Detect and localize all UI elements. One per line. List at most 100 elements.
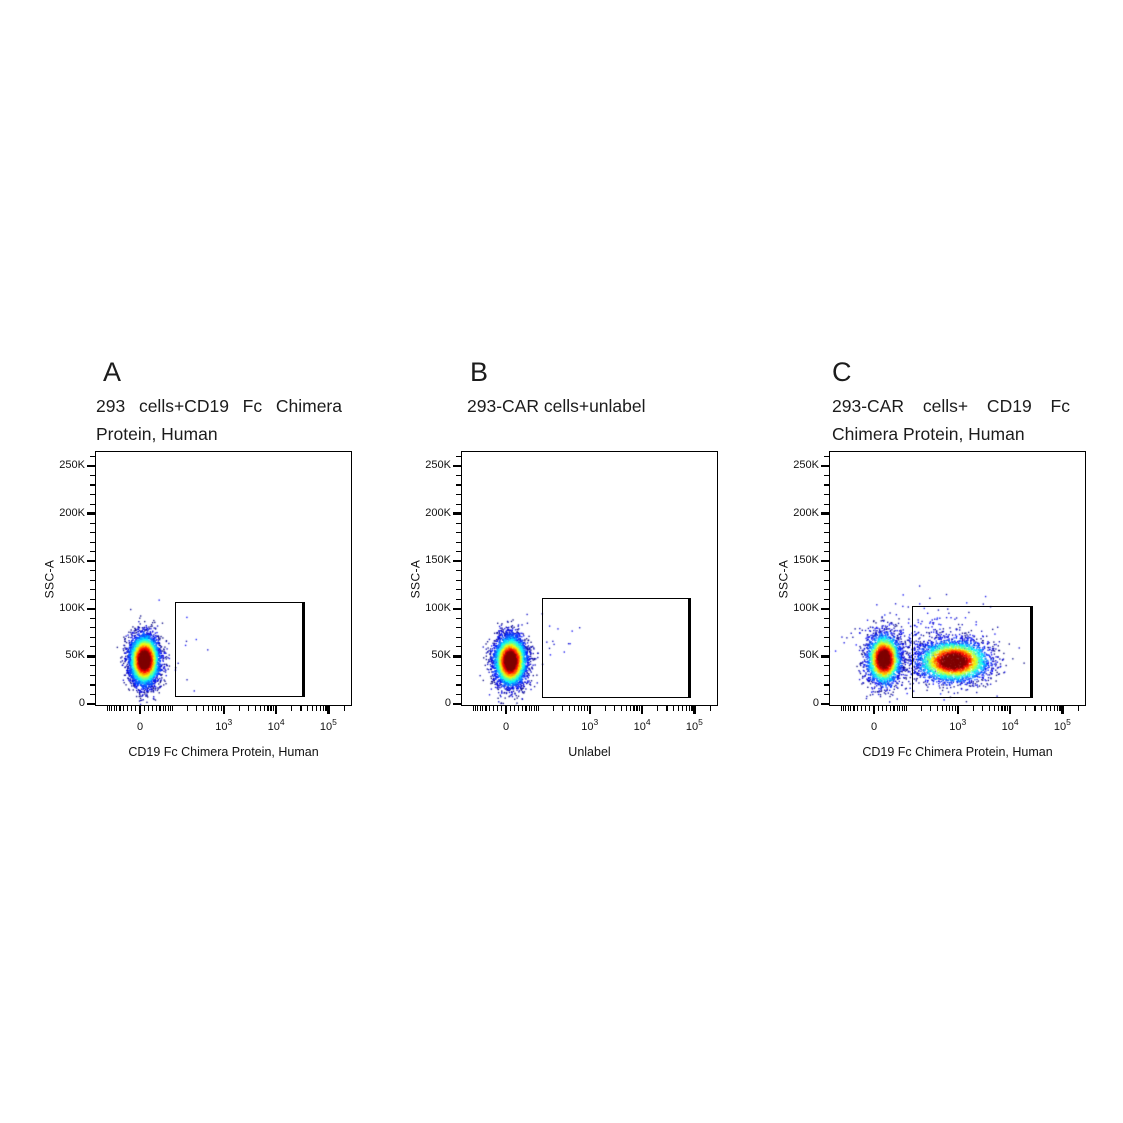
x-minor-tick bbox=[238, 706, 241, 711]
x-minor-tick bbox=[170, 706, 172, 711]
y-minor-tick bbox=[824, 674, 829, 676]
plot-frame bbox=[95, 451, 352, 706]
y-minor-tick bbox=[824, 503, 829, 505]
y-minor-tick bbox=[824, 646, 829, 648]
y-minor-tick bbox=[824, 627, 829, 629]
y-minor-tick bbox=[456, 579, 461, 581]
x-minor-tick bbox=[211, 706, 213, 711]
x-minor-tick bbox=[896, 706, 898, 711]
y-major-tick bbox=[87, 559, 95, 563]
x-minor-tick bbox=[538, 706, 540, 711]
x-major-tick bbox=[956, 706, 960, 714]
y-minor-tick bbox=[456, 589, 461, 591]
x-major-tick bbox=[1008, 706, 1012, 714]
x-minor-tick bbox=[639, 706, 641, 711]
y-tick-label: 150K bbox=[793, 554, 819, 567]
x-minor-tick bbox=[620, 706, 622, 711]
y-minor-tick bbox=[456, 484, 461, 486]
x-minor-tick bbox=[568, 706, 570, 711]
x-minor-tick bbox=[525, 706, 527, 711]
y-minor-tick bbox=[90, 570, 95, 572]
x-tick-label: 105 bbox=[685, 717, 703, 733]
x-minor-tick bbox=[1056, 706, 1058, 711]
x-minor-tick bbox=[945, 706, 947, 711]
y-major-tick bbox=[821, 607, 829, 611]
x-minor-tick bbox=[270, 706, 272, 711]
x-minor-tick bbox=[577, 706, 579, 711]
y-minor-tick bbox=[824, 693, 829, 696]
x-minor-tick bbox=[562, 706, 564, 711]
scatter-canvas bbox=[829, 451, 1086, 706]
x-minor-tick bbox=[868, 706, 871, 711]
y-tick-label: 50K bbox=[431, 649, 451, 662]
y-minor-tick bbox=[456, 474, 461, 477]
y-major-tick bbox=[821, 464, 829, 468]
x-minor-tick bbox=[673, 706, 675, 711]
gate-box bbox=[541, 598, 692, 699]
x-minor-tick bbox=[267, 706, 269, 711]
x-minor-tick bbox=[982, 706, 984, 711]
x-tick-label: 105 bbox=[1053, 717, 1071, 733]
y-minor-tick bbox=[90, 627, 95, 629]
x-minor-tick bbox=[899, 706, 901, 711]
y-minor-tick bbox=[456, 627, 461, 629]
y-minor-tick bbox=[90, 494, 95, 496]
y-axis-label: SSC-A bbox=[776, 559, 790, 598]
x-minor-tick bbox=[997, 706, 1000, 711]
x-minor-tick bbox=[482, 706, 484, 711]
x-minor-tick bbox=[111, 706, 113, 711]
x-minor-tick bbox=[172, 706, 174, 711]
x-minor-tick bbox=[906, 706, 908, 711]
y-minor-tick bbox=[456, 636, 461, 638]
x-minor-tick bbox=[853, 706, 855, 711]
y-minor-tick bbox=[456, 551, 461, 553]
y-tick-label: 50K bbox=[799, 649, 819, 662]
panel-A: A 293 cells+CD19 Fc Chimera Protein, Huma… bbox=[20, 355, 366, 795]
x-minor-tick bbox=[307, 706, 309, 711]
y-major-tick bbox=[453, 512, 461, 515]
y-minor-tick bbox=[90, 503, 95, 505]
x-minor-tick bbox=[893, 706, 895, 711]
panel-title: 293 cells+CD19 Fc Chimera Protein, Human bbox=[96, 393, 342, 448]
y-tick-label: 250K bbox=[425, 459, 451, 471]
y-major-tick bbox=[87, 702, 95, 706]
y-tick-label: 200K bbox=[425, 506, 451, 519]
x-minor-tick bbox=[522, 706, 524, 711]
x-minor-tick bbox=[531, 706, 533, 711]
exponent: 3 bbox=[961, 717, 967, 727]
y-major-tick bbox=[821, 702, 829, 706]
x-minor-tick bbox=[1041, 706, 1043, 711]
x-minor-tick bbox=[553, 706, 555, 711]
x-minor-tick bbox=[300, 706, 302, 711]
x-minor-tick bbox=[143, 706, 146, 711]
x-minor-tick bbox=[882, 706, 884, 711]
y-tick-label: 50K bbox=[65, 649, 85, 662]
x-minor-tick bbox=[312, 706, 314, 711]
y-minor-tick bbox=[90, 541, 95, 543]
y-minor-tick bbox=[456, 684, 461, 686]
x-minor-tick bbox=[202, 706, 204, 711]
x-minor-tick bbox=[877, 706, 880, 711]
x-minor-tick bbox=[528, 706, 530, 711]
y-minor-tick bbox=[90, 684, 95, 686]
x-minor-tick bbox=[474, 706, 476, 711]
y-minor-tick bbox=[456, 665, 461, 667]
y-minor-tick bbox=[824, 589, 829, 591]
x-minor-tick bbox=[165, 706, 167, 711]
y-tick-label: 150K bbox=[425, 554, 451, 567]
x-minor-tick bbox=[890, 706, 892, 711]
exponent: 4 bbox=[645, 717, 651, 727]
plot-area: SSC-A Unlabel 0 50K 100K 150K 200K 250K 0 103 10… bbox=[408, 451, 718, 759]
x-minor-tick bbox=[1077, 706, 1079, 711]
x-major-tick bbox=[504, 706, 508, 714]
x-minor-tick bbox=[629, 706, 632, 711]
title-line: 293 cells+CD19 Fc Chimera bbox=[96, 396, 342, 416]
x-minor-tick bbox=[625, 706, 627, 711]
y-tick-label: 0 bbox=[78, 697, 85, 709]
y-minor-tick bbox=[90, 579, 95, 581]
x-minor-tick bbox=[273, 706, 275, 711]
scatter-canvas bbox=[95, 451, 352, 706]
x-tick-label: 104 bbox=[633, 717, 651, 733]
x-minor-tick bbox=[633, 706, 635, 711]
x-minor-tick bbox=[573, 706, 575, 711]
